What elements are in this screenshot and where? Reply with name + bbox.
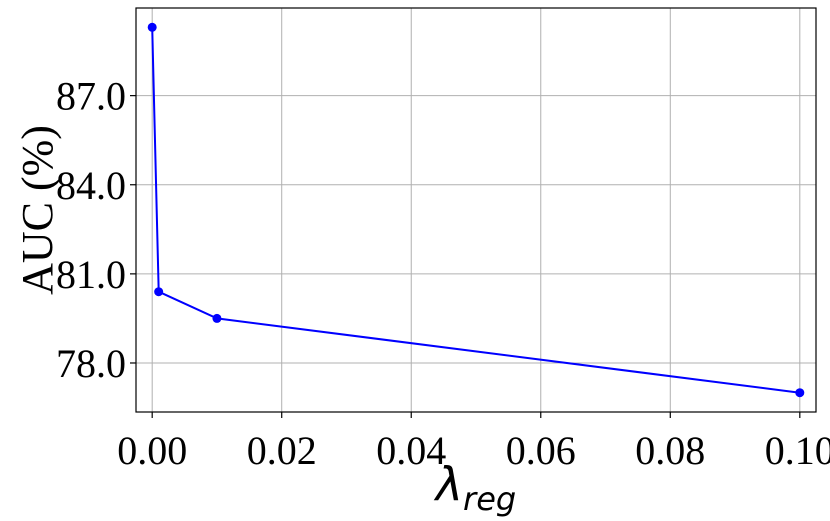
x-axis-label-symbol: λ <box>433 457 463 511</box>
x-tick-label: 0.00 <box>117 428 187 473</box>
y-tick-label: 87.0 <box>56 74 126 119</box>
x-tick-label: 0.04 <box>376 428 446 473</box>
x-tick-label: 0.08 <box>635 428 705 473</box>
y-tick-label: 81.0 <box>56 252 126 297</box>
data-point <box>147 22 157 32</box>
series-line <box>151 27 800 394</box>
plot-frame <box>135 7 817 413</box>
y-tick-label: 84.0 <box>56 163 126 208</box>
data-point <box>795 388 805 398</box>
series-layer <box>147 22 805 398</box>
grid <box>136 8 816 412</box>
y-tick-label: 78.0 <box>56 341 126 386</box>
x-axis-label-subscript: reg <box>463 480 516 518</box>
x-tick-label: 0.06 <box>506 428 576 473</box>
y-axis-label: AUC (%) <box>13 125 62 295</box>
data-point <box>154 287 164 297</box>
x-tick-label: 0.10 <box>765 428 830 473</box>
x-axis-ticks: 0.00 0.02 0.04 0.06 0.08 0.10 <box>117 412 830 473</box>
x-tick-label: 0.02 <box>247 428 317 473</box>
y-axis-ticks: 78.0 81.0 84.0 87.0 <box>56 74 136 386</box>
data-point <box>212 313 222 323</box>
x-axis-label: λreg <box>433 457 516 518</box>
